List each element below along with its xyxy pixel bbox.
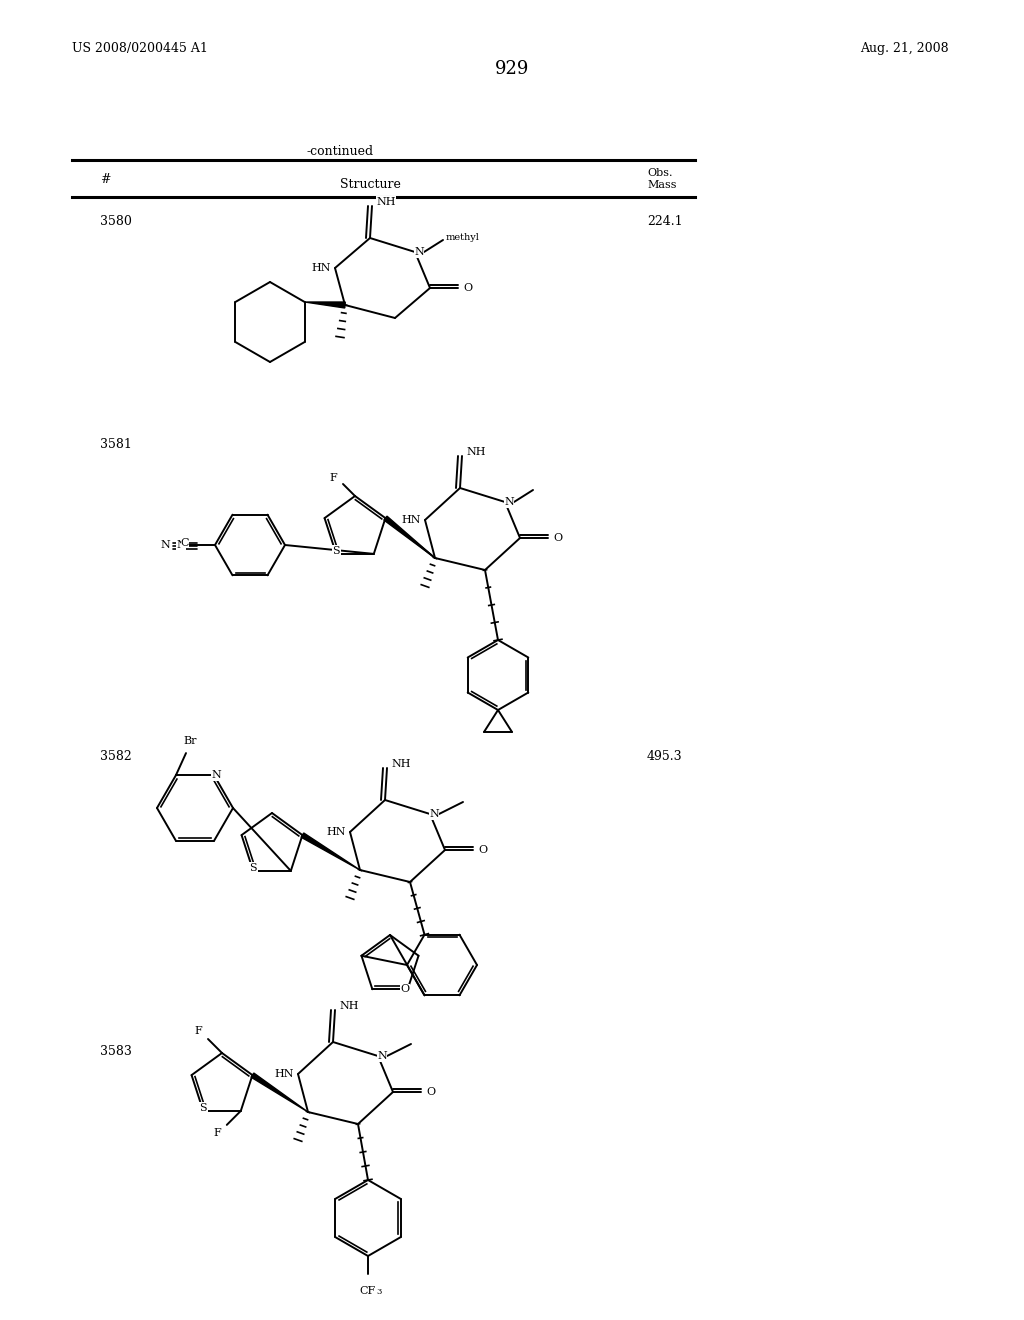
- Text: CF: CF: [359, 1286, 376, 1296]
- Text: 495.3: 495.3: [647, 750, 683, 763]
- Text: 224.1: 224.1: [647, 215, 683, 228]
- Text: O: O: [464, 282, 472, 293]
- Text: Aug. 21, 2008: Aug. 21, 2008: [860, 42, 948, 55]
- Text: N: N: [429, 809, 439, 818]
- Text: NH: NH: [466, 447, 485, 457]
- Text: S: S: [200, 1104, 207, 1113]
- Text: N: N: [414, 247, 424, 257]
- Text: N: N: [160, 540, 170, 550]
- Text: #: #: [100, 173, 111, 186]
- Text: F: F: [329, 473, 337, 483]
- Text: N: N: [504, 498, 514, 507]
- Polygon shape: [384, 516, 435, 558]
- Text: Structure: Structure: [340, 178, 400, 191]
- Text: O: O: [553, 533, 562, 543]
- Text: O: O: [478, 845, 487, 855]
- Text: HN: HN: [327, 828, 346, 837]
- Text: 929: 929: [495, 59, 529, 78]
- Text: Mass: Mass: [647, 180, 677, 190]
- Text: N: N: [176, 540, 186, 550]
- Text: S: S: [333, 546, 340, 556]
- Text: 3: 3: [376, 1288, 382, 1296]
- Text: HN: HN: [311, 263, 331, 273]
- Text: 3581: 3581: [100, 438, 132, 451]
- Polygon shape: [251, 1073, 308, 1111]
- Text: NH: NH: [339, 1001, 358, 1011]
- Text: C: C: [181, 539, 189, 548]
- Polygon shape: [301, 833, 360, 870]
- Text: N: N: [377, 1051, 387, 1061]
- Text: HN: HN: [274, 1069, 294, 1078]
- Text: O: O: [400, 985, 410, 994]
- Text: 3583: 3583: [100, 1045, 132, 1059]
- Text: F: F: [213, 1127, 221, 1138]
- Text: 3582: 3582: [100, 750, 132, 763]
- Text: methyl: methyl: [446, 234, 480, 243]
- Text: NH: NH: [391, 759, 411, 770]
- Text: S: S: [250, 863, 257, 873]
- Text: O: O: [426, 1086, 435, 1097]
- Text: F: F: [195, 1026, 202, 1036]
- Text: 3580: 3580: [100, 215, 132, 228]
- Text: Obs.: Obs.: [647, 168, 673, 178]
- Text: NH: NH: [376, 197, 395, 207]
- Polygon shape: [305, 302, 345, 308]
- Text: US 2008/0200445 A1: US 2008/0200445 A1: [72, 42, 208, 55]
- Text: -continued: -continued: [306, 145, 374, 158]
- Text: HN: HN: [401, 515, 421, 525]
- Text: N: N: [211, 770, 221, 780]
- Text: Br: Br: [183, 737, 197, 746]
